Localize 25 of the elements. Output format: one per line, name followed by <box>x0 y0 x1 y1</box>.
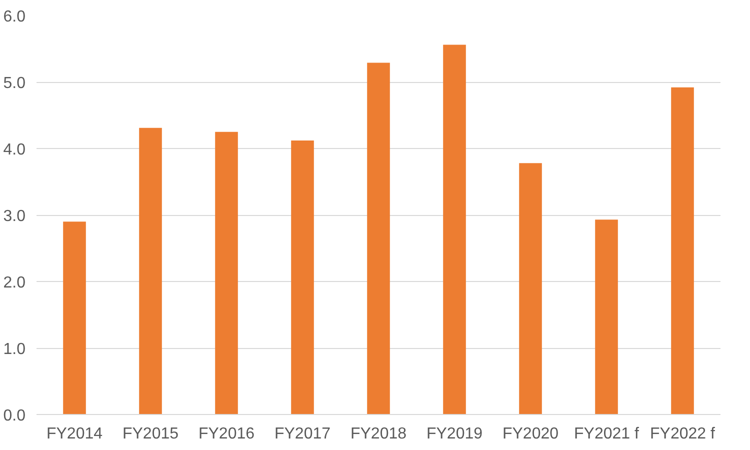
x-tick-label: FY2020 <box>502 426 559 442</box>
x-tick-label: FY2019 <box>426 426 483 442</box>
bar <box>63 222 86 414</box>
bar <box>595 220 618 414</box>
x-tick-label: FY2014 <box>46 426 103 442</box>
y-tick-label: 0.0 <box>3 408 26 424</box>
bar <box>443 44 466 414</box>
x-tick-label: FY2021 f <box>574 426 640 442</box>
bar <box>671 87 694 414</box>
y-tick-label: 3.0 <box>3 208 26 225</box>
x-tick-label: FY2016 <box>198 426 255 442</box>
y-tick-label: 4.0 <box>3 142 26 158</box>
x-tick-label: FY2022 f <box>650 426 716 442</box>
bar <box>367 62 390 414</box>
bar <box>215 132 238 414</box>
x-tick-label: FY2018 <box>350 426 407 442</box>
x-tick-label: FY2017 <box>274 426 331 442</box>
bar <box>291 140 314 414</box>
x-tick-label: FY2015 <box>122 426 179 442</box>
y-tick-label: 2.0 <box>3 274 26 292</box>
y-tick-label: 5.0 <box>3 75 26 92</box>
y-tick-label: 6.0 <box>3 8 26 26</box>
bar <box>139 128 162 414</box>
y-tick-label: 1.0 <box>3 341 26 358</box>
bar <box>519 163 542 414</box>
